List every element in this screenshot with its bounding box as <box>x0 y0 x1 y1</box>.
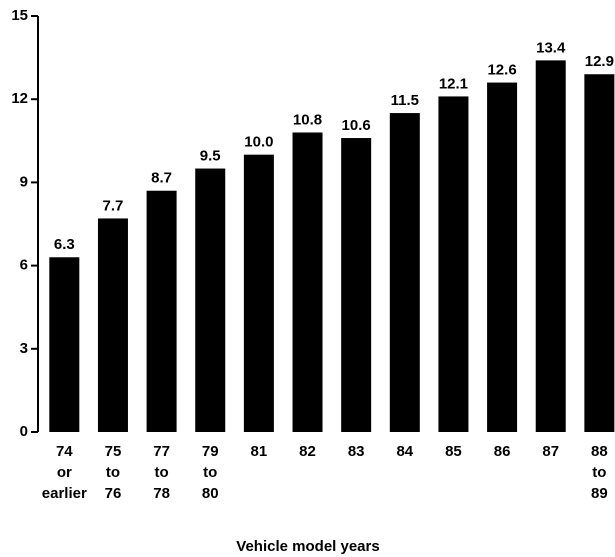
bar <box>341 138 372 432</box>
x-tick-label: 84 <box>396 443 413 460</box>
bar <box>146 190 177 432</box>
data-label: 10.0 <box>244 134 273 151</box>
x-tick-label: 82 <box>299 443 316 460</box>
x-tick-label: 74 or earlier <box>42 443 87 502</box>
y-tick-label: 0 <box>20 423 28 440</box>
data-label: 7.7 <box>103 197 124 214</box>
bar <box>97 218 128 432</box>
data-label: 13.4 <box>536 39 566 56</box>
bar <box>584 74 615 433</box>
y-tick-label: 9 <box>20 173 28 190</box>
y-tick-label: 6 <box>20 257 28 274</box>
data-label: 9.5 <box>200 148 221 165</box>
x-tick-label: 85 <box>445 443 462 460</box>
x-tick-label: 83 <box>348 443 365 460</box>
data-label: 11.5 <box>391 92 419 109</box>
data-label: 10.8 <box>293 111 322 128</box>
data-label: 10.6 <box>342 117 371 134</box>
data-label: 6.3 <box>54 236 75 253</box>
x-tick-label: 79 to 80 <box>202 443 219 502</box>
y-tick-label: 12 <box>11 90 28 107</box>
x-tick-label: 86 <box>494 443 511 460</box>
bar <box>292 132 323 433</box>
bar <box>195 168 226 433</box>
bar <box>49 257 80 432</box>
data-label: 12.1 <box>439 75 468 92</box>
x-tick-label: 81 <box>251 443 268 460</box>
x-tick-label: 87 <box>542 443 559 460</box>
data-label: 12.9 <box>585 53 614 70</box>
bar <box>487 82 518 432</box>
x-tick-label: 77 to 78 <box>153 443 170 502</box>
y-tick-label: 3 <box>20 340 28 357</box>
bar <box>535 60 566 433</box>
x-axis-label: Vehicle model years <box>236 538 379 555</box>
bar <box>243 154 274 432</box>
x-tick-label: 88 to 89 <box>591 443 608 502</box>
data-label: 8.7 <box>151 170 172 187</box>
x-tick-label: 75 to 76 <box>105 443 122 502</box>
bar <box>389 113 420 433</box>
bar <box>438 96 469 432</box>
data-label: 12.6 <box>487 62 516 79</box>
y-tick-label: 15 <box>11 7 28 24</box>
